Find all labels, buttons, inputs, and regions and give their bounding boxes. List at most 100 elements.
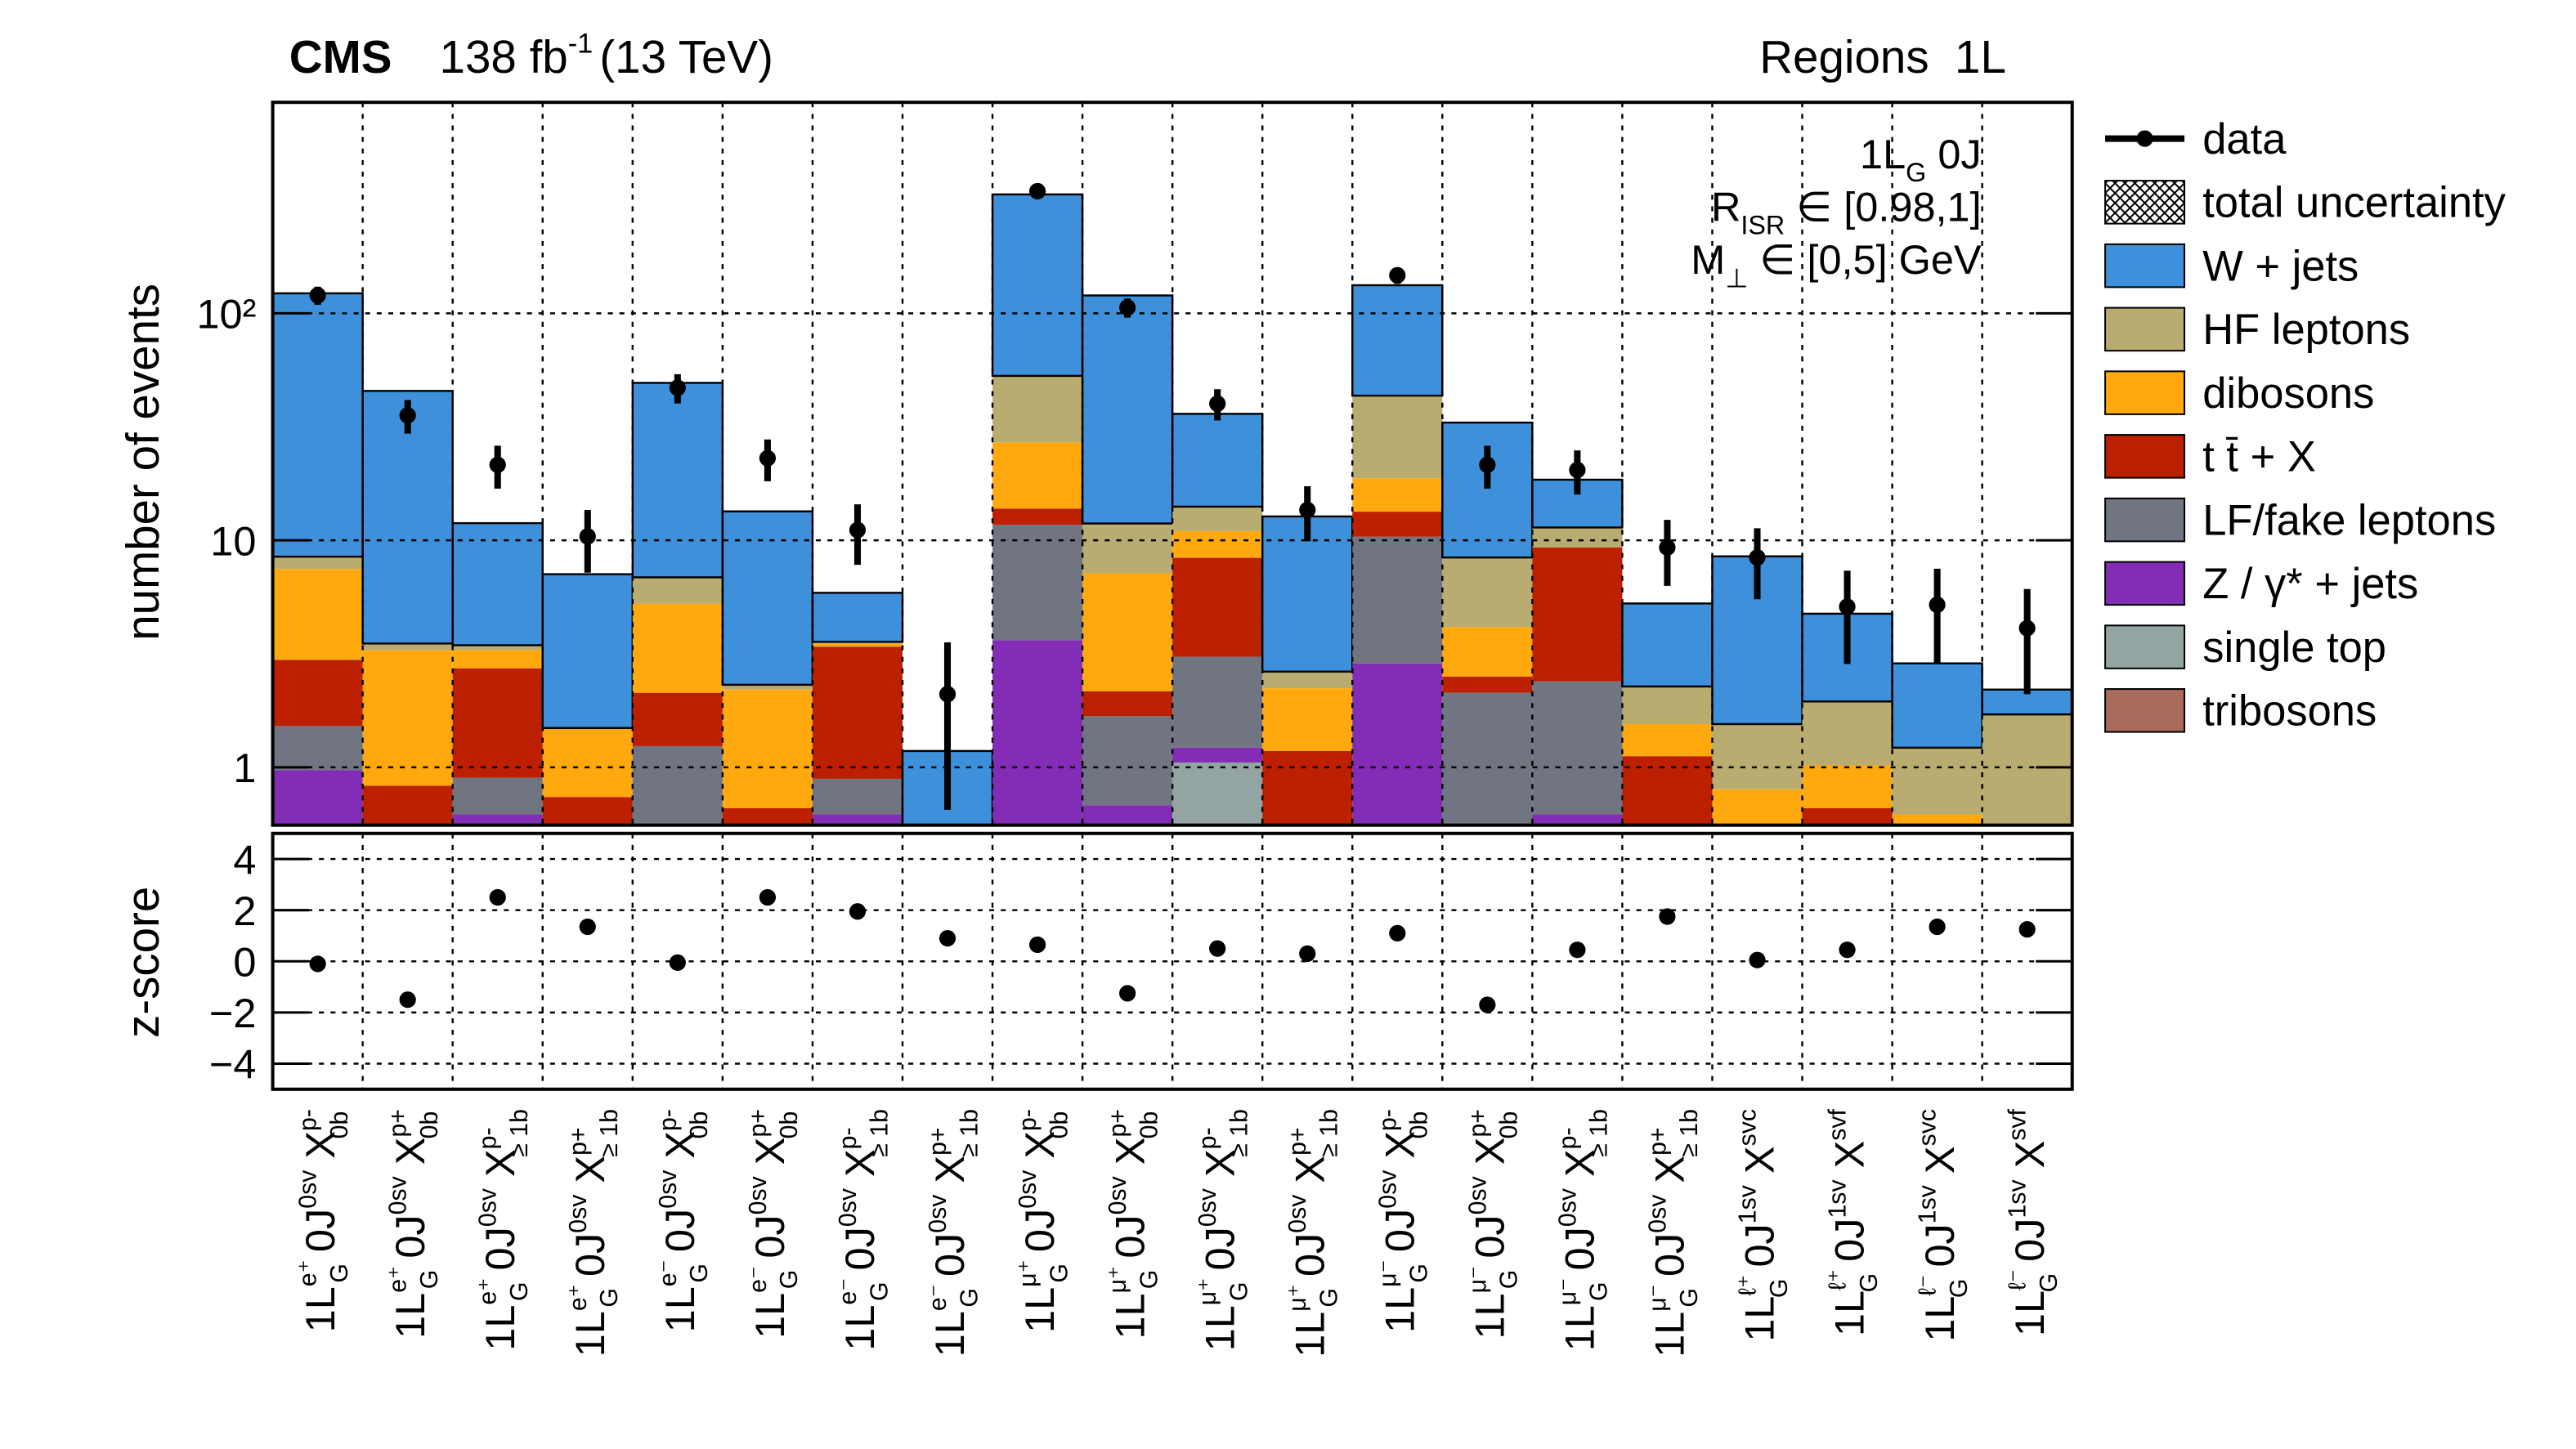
label-part: 1L (656, 1286, 703, 1332)
z-score-point (1839, 941, 1856, 959)
bar-segment (452, 668, 543, 778)
bar-segment (1352, 478, 1443, 512)
z-score-point (1209, 940, 1226, 957)
bar-segment (1262, 750, 1353, 825)
bar-segment (452, 777, 543, 815)
bar-segment (722, 684, 813, 690)
x-tick-label: 1Le⁻ G 0J0sv Xp- 0b (655, 1109, 713, 1332)
label-sup: 0sv (655, 1169, 682, 1209)
x-tick-label: 1Lμ⁺ G 0J0sv Xp+ ≥ 1b (1284, 1109, 1342, 1357)
bar-segment (272, 660, 363, 727)
y-tick-label: 4 (233, 836, 256, 883)
bar-segment (1082, 523, 1173, 574)
label-sub: ≥ 1b (1316, 1109, 1343, 1157)
label-sub: G (416, 1270, 443, 1290)
label-sub: ≥ 1b (866, 1109, 893, 1157)
legend-label: total uncertainty (2202, 179, 2506, 227)
bar-segment (992, 640, 1083, 825)
bar-segment (1262, 671, 1353, 689)
label-sup: p- (1194, 1127, 1221, 1149)
label-sub: ≥ 1b (1586, 1109, 1613, 1157)
z-score-point (1749, 951, 1766, 968)
label-sup: 0sv (1374, 1169, 1401, 1209)
label-part: 0J (1016, 1209, 1063, 1263)
label-sup: e⁻ (925, 1284, 952, 1311)
bar-segment (451, 521, 544, 646)
bar-segment (452, 650, 543, 669)
annotation-main: 1L (1860, 131, 1906, 177)
luminosity: 138 fb-1 (13 TeV) (440, 29, 773, 83)
label-sup: p- (475, 1127, 502, 1149)
legend-label: W + jets (2202, 242, 2359, 290)
legend-swatch (2104, 434, 2186, 479)
bar-segment (1441, 421, 1534, 559)
y-tick-label: 0 (233, 938, 256, 985)
label-sup: μ⁺ (1015, 1259, 1042, 1286)
x-tick-label: 1Lμ⁺ G 0J0sv Xp- ≥ 1b (1194, 1109, 1252, 1351)
bar-segment (992, 442, 1083, 509)
x-tick-label: 1Lℓ⁺ G 0J1sv Xsvc (1734, 1109, 1792, 1342)
bar-segment (992, 525, 1083, 641)
bar-segment (1622, 686, 1713, 725)
stack (272, 193, 2072, 825)
label-sup: 0sv (925, 1194, 952, 1233)
label-part: 1L (1736, 1296, 1783, 1342)
label-sup: p+ (385, 1109, 412, 1138)
bar-segment (1712, 724, 1803, 789)
bar-segment (1442, 557, 1533, 628)
bar-segment (1892, 814, 1982, 825)
label-sup: e⁺ (565, 1284, 592, 1311)
label-sup: ℓ⁺ (1825, 1269, 1852, 1290)
label-sup: 0sv (835, 1187, 862, 1227)
annotation: M⊥ ∈ [0,5] GeV (1691, 236, 1982, 293)
legend-swatch (2104, 624, 2186, 669)
legend-swatch (2104, 180, 2186, 225)
label-sup: p+ (745, 1109, 772, 1138)
label-part: 0J (1916, 1223, 1963, 1278)
label-sup: ℓ⁻ (2005, 1269, 2032, 1290)
bar-segment (1892, 747, 1982, 815)
legend-swatch (2104, 306, 2186, 352)
bar-segment (1352, 512, 1443, 537)
label-sup: 0sv (1464, 1175, 1491, 1214)
bar-segment (722, 689, 813, 808)
data-point (939, 686, 956, 703)
annotation: 1LG 0J (1860, 131, 1982, 187)
label-sup: e⁺ (295, 1259, 322, 1286)
label-part: X (387, 1138, 433, 1177)
bar-segment (1532, 681, 1623, 815)
x-tick-label: 1Le⁻ G 0J0sv Xp+ 0b (745, 1109, 803, 1339)
label-part: 0J (567, 1233, 613, 1288)
label-sup: p- (1015, 1109, 1042, 1131)
label-sub: G (1676, 1288, 1703, 1308)
bar-segment (1172, 506, 1263, 531)
legend-data-marker (2136, 130, 2153, 147)
bar-segment (632, 603, 723, 693)
label-sub: G (326, 1263, 353, 1283)
bar-segment (632, 692, 723, 746)
y-axis-label: number of events (117, 284, 168, 641)
annotation-rest: ∈ [0,5] GeV (1748, 236, 1982, 283)
label-sub: 0b (416, 1111, 443, 1139)
annotation-rest: 0J (1926, 131, 1981, 177)
label-part: X (1196, 1149, 1243, 1188)
label-part: 0J (1826, 1219, 1873, 1273)
label-part: 0J (1557, 1227, 1603, 1281)
label-part: X (1736, 1146, 1783, 1185)
annotation-main: M (1691, 236, 1725, 283)
label-part: X (1826, 1141, 1873, 1180)
label-sup: 0sv (1194, 1187, 1221, 1227)
z-score-point (309, 955, 326, 973)
label-sub: 0b (1046, 1111, 1073, 1139)
label-sup: 0sv (1284, 1194, 1311, 1233)
label-part: 0J (926, 1233, 973, 1288)
label-sup: e⁻ (655, 1259, 682, 1286)
bar-segment (812, 643, 903, 647)
label-sup: p+ (565, 1127, 592, 1156)
label-part: 1L (297, 1286, 343, 1332)
z-score-point (1299, 945, 1316, 962)
label-sub: G (866, 1281, 893, 1301)
bar-segment (1802, 701, 1893, 766)
legend-label: tribosons (2202, 687, 2377, 736)
plot-frame (271, 101, 2074, 827)
